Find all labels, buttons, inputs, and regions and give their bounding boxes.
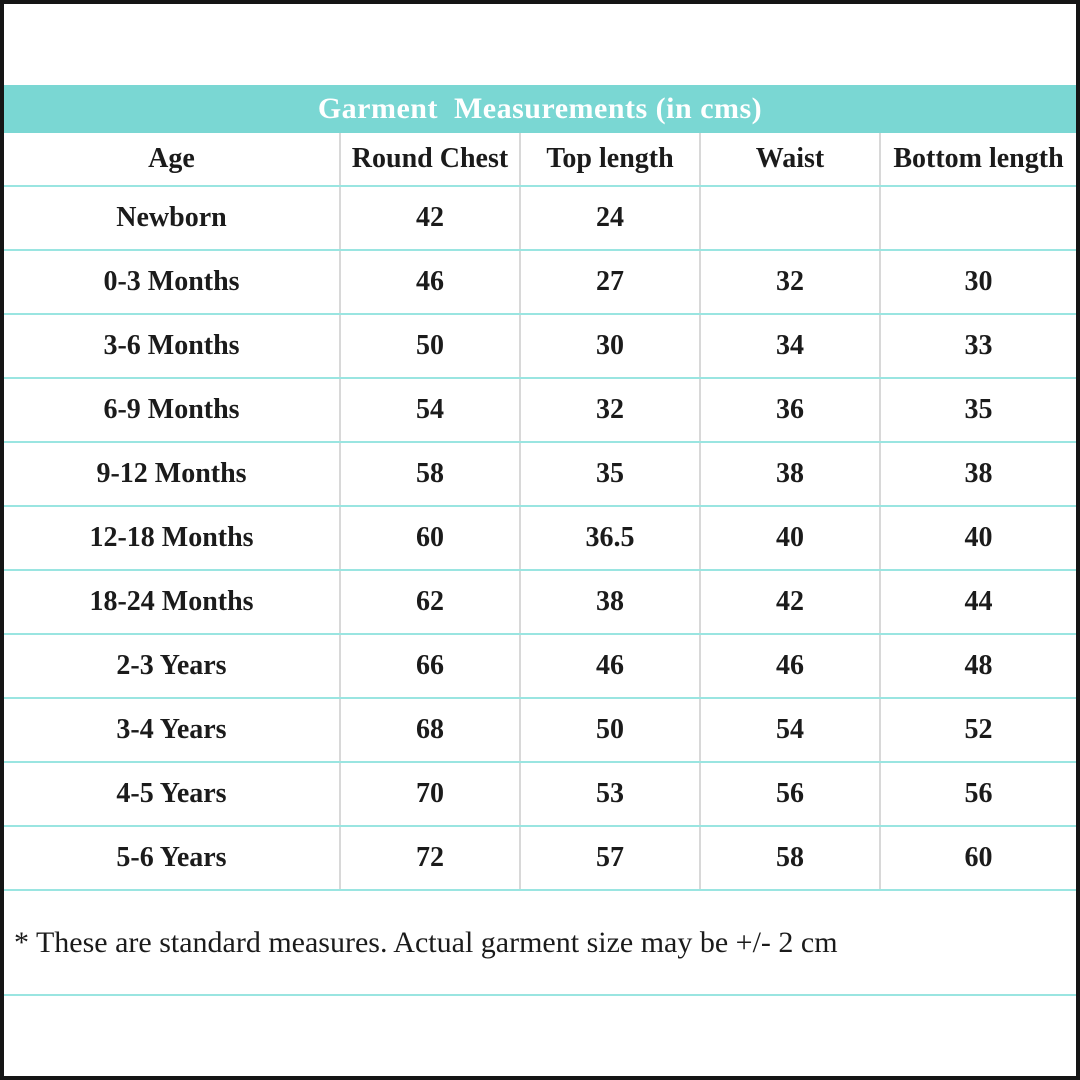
column-header-round-chest: Round Chest [340, 133, 521, 187]
measurement-cell: 32 [700, 250, 881, 315]
measurement-cell: 50 [340, 314, 521, 379]
table-title: Garment Measurements (in cms) [317, 92, 763, 125]
table-row: 3-6 Months 50 30 34 33 [4, 314, 1076, 379]
age-cell: 9-12 Months [4, 442, 341, 507]
measurement-cell: 35 [520, 442, 701, 507]
measurement-cell: 36 [700, 378, 881, 443]
measurement-cell: 24 [520, 186, 701, 251]
table-row: 6-9 Months 54 32 36 35 [4, 378, 1076, 443]
measurement-cell [880, 186, 1076, 251]
measurement-cell: 54 [340, 378, 521, 443]
column-header-waist: Waist [700, 133, 881, 187]
table-title-band: Garment Measurements (in cms) [4, 85, 1076, 133]
age-cell: 0-3 Months [4, 250, 341, 315]
measurements-table-body: Newborn 42 24 0-3 Months 46 27 32 30 3-6 Months 5… [4, 186, 1076, 891]
column-header-top-length: Top length [520, 133, 701, 187]
measurement-cell: 34 [700, 314, 881, 379]
footnote: * These are standard measures. Actual ga… [14, 925, 838, 959]
measurement-cell: 70 [340, 762, 521, 827]
measurement-cell: 62 [340, 570, 521, 635]
measurement-cell: 27 [520, 250, 701, 315]
measurement-cell: 72 [340, 826, 521, 891]
table-row: 4-5 Years 70 53 56 56 [4, 762, 1076, 827]
table-row: Newborn 42 24 [4, 186, 1076, 251]
header-row: Age Round Chest Top length Waist Bottom … [4, 133, 1076, 187]
measurement-cell: 54 [700, 698, 881, 763]
measurement-cell: 46 [340, 250, 521, 315]
measurement-cell: 40 [880, 506, 1076, 571]
age-cell: 2-3 Years [4, 634, 341, 699]
measurement-cell: 38 [700, 442, 881, 507]
table-row: 9-12 Months 58 35 38 38 [4, 442, 1076, 507]
age-cell: 3-6 Months [4, 314, 341, 379]
table-row: 18-24 Months 62 38 42 44 [4, 570, 1076, 635]
measurement-cell: 35 [880, 378, 1076, 443]
measurement-cell: 46 [520, 634, 701, 699]
column-header-bottom-length: Bottom length [880, 133, 1076, 187]
age-cell: 18-24 Months [4, 570, 341, 635]
table-row: 0-3 Months 46 27 32 30 [4, 250, 1076, 315]
measurement-cell: 42 [340, 186, 521, 251]
age-cell: 12-18 Months [4, 506, 341, 571]
measurement-cell: 66 [340, 634, 521, 699]
table-row: 5-6 Years 72 57 58 60 [4, 826, 1076, 891]
top-spacer [4, 4, 1076, 85]
measurement-cell: 52 [880, 698, 1076, 763]
measurement-cell: 68 [340, 698, 521, 763]
age-cell: 6-9 Months [4, 378, 341, 443]
table-row: 2-3 Years 66 46 46 48 [4, 634, 1076, 699]
measurement-cell: 36.5 [520, 506, 701, 571]
table-row: 12-18 Months 60 36.5 40 40 [4, 506, 1076, 571]
measurement-cell: 58 [340, 442, 521, 507]
measurement-cell: 30 [520, 314, 701, 379]
measurement-cell: 60 [880, 826, 1076, 891]
measurements-table: Age Round Chest Top length Waist Bottom … [4, 133, 1076, 891]
measurement-cell: 38 [520, 570, 701, 635]
age-cell: 3-4 Years [4, 698, 341, 763]
measurement-cell: 42 [700, 570, 881, 635]
measurement-cell: 32 [520, 378, 701, 443]
age-cell: Newborn [4, 186, 341, 251]
measurement-cell: 46 [700, 634, 881, 699]
measurement-cell: 53 [520, 762, 701, 827]
age-cell: 4-5 Years [4, 762, 341, 827]
measurement-cell: 60 [340, 506, 521, 571]
measurement-cell: 50 [520, 698, 701, 763]
measurement-cell: 48 [880, 634, 1076, 699]
measurement-cell: 33 [880, 314, 1076, 379]
age-cell: 5-6 Years [4, 826, 341, 891]
bottom-divider-line [4, 994, 1076, 996]
column-header-age: Age [4, 133, 341, 187]
table-row: 3-4 Years 68 50 54 52 [4, 698, 1076, 763]
measurement-cell: 30 [880, 250, 1076, 315]
measurement-cell [700, 186, 881, 251]
measurement-cell: 57 [520, 826, 701, 891]
measurement-cell: 44 [880, 570, 1076, 635]
measurement-cell: 56 [880, 762, 1076, 827]
measurement-cell: 38 [880, 442, 1076, 507]
measurement-cell: 56 [700, 762, 881, 827]
measurement-cell: 40 [700, 506, 881, 571]
measurement-cell: 58 [700, 826, 881, 891]
